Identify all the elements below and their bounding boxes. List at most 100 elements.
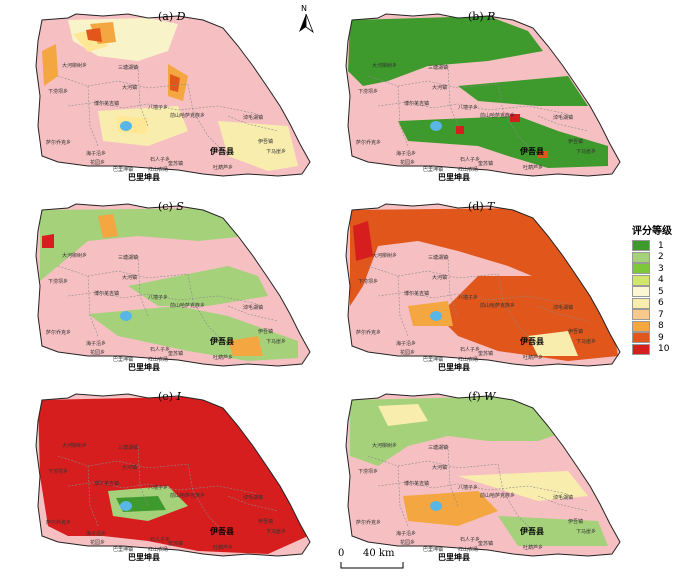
place-label: 八墙子乡	[148, 485, 169, 491]
panel-title: (f) W	[468, 390, 495, 403]
county-label: 伊吾县	[210, 147, 234, 156]
place-label: 花园乡	[400, 160, 416, 166]
place-label: 前山哈萨克族乡	[480, 303, 516, 309]
place-label: 大河柳树乡	[62, 253, 88, 259]
place-label: 石人子乡	[150, 537, 171, 543]
panel-title-variable: W	[484, 390, 496, 403]
township-boundary	[447, 445, 459, 507]
score-zone	[42, 234, 54, 248]
place-label: 大河镇	[432, 465, 448, 471]
place-label: 巴里坤镇	[113, 547, 134, 553]
township-boundary	[447, 65, 459, 127]
place-label: 三塘湖镇	[428, 445, 449, 451]
legend-label: 6	[658, 298, 664, 309]
score-zone	[528, 331, 578, 356]
legend-swatch	[632, 332, 650, 344]
legend-swatch	[632, 297, 650, 309]
county-label: 巴里坤县	[128, 553, 160, 562]
panel-title-variable: T	[487, 200, 495, 213]
lake	[430, 121, 442, 131]
township-boundary	[447, 255, 459, 317]
township-boundary	[367, 75, 499, 89]
place-label: 吐葫芦乡	[523, 545, 544, 551]
panel-title-prefix: (d)	[468, 200, 488, 213]
place-label: 博尔羌吉镇	[404, 481, 430, 487]
panel-title: (e) I	[158, 390, 181, 403]
county-label: 巴里坤县	[438, 553, 470, 562]
map-canvas	[35, 393, 311, 557]
place-label: 萨尔乔克乡	[46, 140, 72, 146]
place-label: 下涝坝乡	[358, 469, 379, 475]
place-label: 红山农场	[458, 547, 479, 553]
map-panel-a: (a) D 大河柳树乡 下涝坝乡 三塘湖镇 大河镇 博尔羌吉镇 八墙子乡 淖毛湖镇 萨尔乔克乡海…	[28, 6, 328, 196]
place-label: 前山哈萨克族乡	[480, 113, 516, 119]
map-panel-d: (d) T 大河柳树乡 下涝坝乡 三塘湖镇 大河镇 博尔羌吉镇 八墙子乡 淖毛湖镇 萨尔乔克乡海…	[338, 196, 638, 386]
map-panel-e: (e) I 大河柳树乡 下涝坝乡 三塘湖镇 大河镇 博尔羌吉镇 八墙子乡 淖毛湖镇 萨尔乔克乡海…	[28, 386, 328, 576]
panel-title-prefix: (a)	[158, 10, 177, 23]
place-label: 大河柳树乡	[372, 63, 398, 69]
place-label: 大河柳树乡	[372, 253, 398, 259]
legend-item: 5	[632, 286, 700, 298]
place-label: 红山农场	[458, 167, 479, 173]
score-zone	[353, 221, 373, 261]
place-label: 前山哈萨克族乡	[480, 493, 516, 499]
legend-swatch	[632, 286, 650, 298]
place-label: 下马崖乡	[266, 339, 287, 345]
county-label: 伊吾县	[210, 337, 234, 346]
place-label: 奎苏镇	[478, 161, 494, 167]
place-label: 伊吾镇	[568, 329, 584, 335]
panel-title: (d) T	[468, 200, 494, 213]
place-label: 八墙子乡	[148, 295, 169, 301]
score-zone	[40, 208, 248, 281]
place-label: 石人子乡	[150, 157, 171, 163]
township-boundary	[57, 265, 189, 279]
place-label: 大河镇	[432, 85, 448, 91]
panel-title-variable: S	[176, 200, 184, 213]
place-label: 大河柳树乡	[62, 443, 88, 449]
legend-swatch	[632, 274, 650, 286]
county-label: 伊吾县	[520, 147, 544, 156]
township-boundary	[67, 291, 259, 305]
township-boundary	[227, 495, 279, 512]
place-label: 前山哈萨克族乡	[170, 113, 206, 119]
township-boundary	[67, 481, 259, 495]
map-panel-c: (c) S 大河柳树乡 下涝坝乡 三塘湖镇 大河镇 博尔羌吉镇 八墙子乡 淖毛湖镇 萨尔乔克乡海…	[28, 196, 328, 386]
township-boundary	[397, 85, 409, 147]
map-canvas	[35, 13, 311, 177]
score-zone	[403, 491, 498, 526]
map-canvas	[345, 393, 621, 557]
score-zone	[456, 126, 464, 134]
place-label: 八墙子乡	[458, 485, 479, 491]
place-label: 伊吾镇	[258, 139, 274, 145]
place-label: 大河镇	[122, 85, 138, 91]
place-label: 石人子乡	[150, 347, 171, 353]
panel-title: (a) D	[158, 10, 185, 23]
place-label: 下马崖乡	[576, 339, 597, 345]
panel-title-prefix: (c)	[158, 200, 177, 213]
place-label: 大河镇	[122, 275, 138, 281]
legend-swatch	[632, 240, 650, 252]
panel-title-variable: R	[487, 10, 496, 23]
township-boundary	[367, 265, 499, 279]
legend-item: 6	[632, 297, 700, 310]
legend-item: 1	[632, 240, 700, 252]
place-label: 巴里坤镇	[113, 357, 134, 363]
place-label: 伊吾镇	[258, 519, 274, 525]
township-boundary	[377, 481, 569, 495]
place-label: 三塘湖镇	[118, 255, 139, 261]
panel-title-prefix: (e)	[158, 390, 177, 403]
township-boundary	[137, 445, 149, 507]
place-label: 三塘湖镇	[118, 65, 139, 71]
region-outline	[35, 393, 311, 557]
place-label: 红山农场	[148, 167, 169, 173]
score-zone	[228, 336, 263, 356]
score-zone	[510, 114, 520, 122]
score-zone	[398, 116, 608, 168]
scale-bar: 0 40 km	[338, 548, 408, 572]
region-outline	[345, 393, 621, 557]
place-label: 海子沿乡	[86, 341, 107, 347]
township-boundary	[137, 255, 149, 317]
place-label: 博尔羌吉镇	[404, 291, 430, 297]
place-label: 吐葫芦乡	[213, 165, 234, 171]
lake	[120, 501, 132, 511]
